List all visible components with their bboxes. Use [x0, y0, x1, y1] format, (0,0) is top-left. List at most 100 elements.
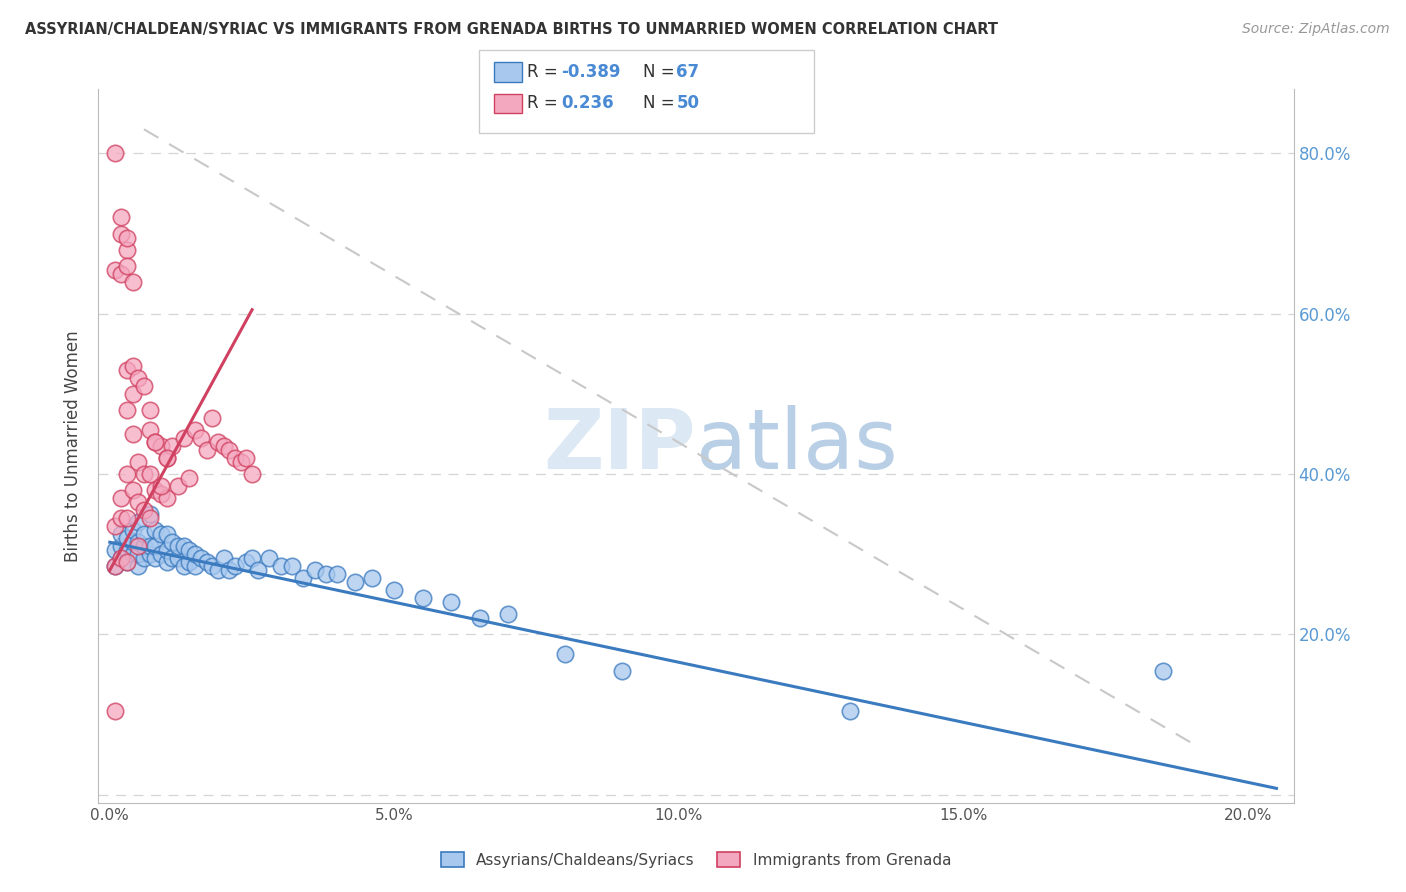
Point	[156, 450, 179, 465]
Point	[218, 563, 240, 577]
Point	[224, 450, 246, 465]
Point	[240, 551, 263, 566]
Point	[127, 495, 149, 509]
Point	[132, 467, 155, 481]
Point	[207, 435, 229, 450]
Point	[127, 371, 149, 385]
Point	[304, 563, 326, 577]
Point	[115, 467, 138, 481]
Point	[121, 547, 143, 561]
Point	[326, 567, 349, 582]
Point	[110, 539, 132, 553]
Point	[104, 559, 127, 574]
Point	[235, 450, 257, 465]
Point	[150, 439, 173, 453]
Text: R =: R =	[527, 95, 568, 112]
Text: 0.236: 0.236	[561, 95, 613, 112]
Point	[270, 559, 292, 574]
Point	[115, 555, 138, 569]
Point	[121, 427, 143, 442]
Point	[224, 559, 246, 574]
Point	[132, 503, 155, 517]
Point	[115, 259, 138, 273]
Point	[132, 539, 155, 553]
Point	[162, 439, 184, 453]
Point	[104, 543, 127, 558]
Point	[292, 571, 315, 585]
Point	[195, 442, 218, 457]
Point	[115, 555, 138, 569]
Point	[132, 379, 155, 393]
Point	[115, 511, 138, 525]
Point	[281, 559, 304, 574]
Point	[156, 543, 179, 558]
Point	[110, 511, 132, 525]
Point	[115, 403, 138, 417]
Point	[115, 543, 138, 558]
Point	[201, 559, 224, 574]
Point	[496, 607, 519, 622]
Point	[138, 539, 160, 553]
Point	[138, 423, 160, 437]
Point	[143, 435, 166, 450]
Text: R =: R =	[527, 63, 564, 81]
Point	[156, 450, 179, 465]
Point	[195, 555, 218, 569]
Point	[246, 563, 269, 577]
Point	[343, 575, 366, 590]
Point	[127, 455, 149, 469]
Point	[150, 479, 173, 493]
Text: 67: 67	[676, 63, 699, 81]
Point	[190, 431, 212, 445]
Legend: Assyrians/Chaldeans/Syriacs, Immigrants from Grenada: Assyrians/Chaldeans/Syriacs, Immigrants …	[434, 846, 957, 873]
Point	[1152, 664, 1174, 678]
Point	[115, 230, 138, 244]
Text: Source: ZipAtlas.com: Source: ZipAtlas.com	[1241, 22, 1389, 37]
Point	[110, 211, 132, 225]
Point	[127, 535, 149, 549]
Point	[212, 439, 235, 453]
Point	[229, 455, 252, 469]
Text: atlas: atlas	[696, 406, 897, 486]
Point	[143, 523, 166, 537]
Point	[156, 491, 179, 505]
Point	[412, 591, 434, 606]
Text: ASSYRIAN/CHALDEAN/SYRIAC VS IMMIGRANTS FROM GRENADA BIRTHS TO UNMARRIED WOMEN CO: ASSYRIAN/CHALDEAN/SYRIAC VS IMMIGRANTS F…	[25, 22, 998, 37]
Point	[121, 535, 143, 549]
Text: ZIP: ZIP	[544, 406, 696, 486]
Point	[156, 527, 179, 541]
Point	[132, 551, 155, 566]
Point	[115, 243, 138, 257]
Point	[138, 547, 160, 561]
Point	[121, 275, 143, 289]
Point	[143, 551, 166, 566]
Point	[104, 146, 127, 161]
Point	[121, 387, 143, 401]
Point	[167, 551, 190, 566]
Point	[110, 491, 132, 505]
Point	[121, 359, 143, 373]
Point	[179, 555, 201, 569]
Point	[115, 363, 138, 377]
Point	[138, 511, 160, 525]
Point	[554, 648, 576, 662]
Point	[610, 664, 633, 678]
Point	[184, 559, 207, 574]
Point	[257, 551, 280, 566]
Point	[190, 551, 212, 566]
Point	[167, 539, 190, 553]
Point	[121, 523, 143, 537]
Point	[127, 515, 149, 529]
Text: -0.389: -0.389	[561, 63, 620, 81]
Point	[162, 535, 184, 549]
Point	[104, 519, 127, 533]
Point	[240, 467, 263, 481]
Point	[138, 467, 160, 481]
Point	[360, 571, 382, 585]
Point	[110, 227, 132, 241]
Point	[104, 262, 127, 277]
Point	[150, 527, 173, 541]
Text: N =: N =	[643, 95, 679, 112]
Point	[382, 583, 405, 598]
Point	[218, 442, 240, 457]
